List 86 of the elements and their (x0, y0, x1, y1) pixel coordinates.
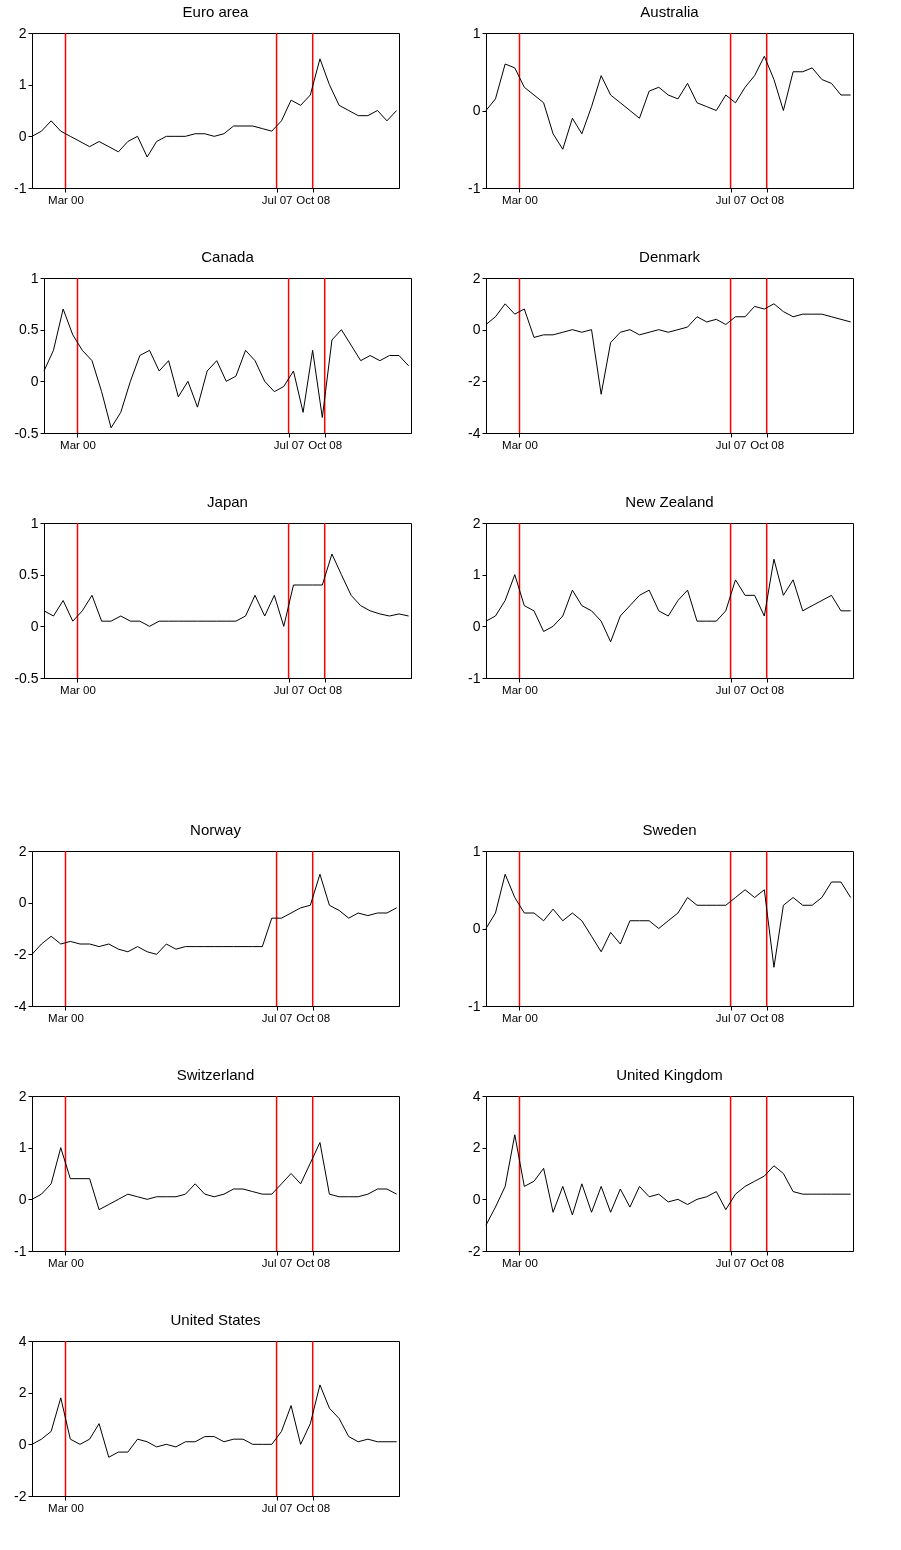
x-tick-label: Jul 07 (261, 1501, 293, 1514)
y-tick-label: 1 (30, 514, 39, 531)
chart-title: Canada (201, 248, 255, 265)
y-tick-label: 1 (472, 566, 481, 583)
y-tick-label: 0 (18, 127, 27, 144)
y-tick-label: 0 (472, 321, 481, 338)
y-tick-label: 2 (18, 842, 27, 859)
y-tick-label: 2 (18, 24, 27, 41)
x-tick-label: Oct 08 (750, 438, 785, 451)
y-tick-label: 2 (472, 514, 481, 531)
y-tick-label: 2 (18, 1087, 27, 1104)
y-tick-label: -4 (468, 424, 481, 441)
chart-title: New Zealand (625, 493, 714, 510)
x-tick-label: Oct 08 (296, 193, 331, 206)
x-tick-label: Mar 00 (502, 683, 538, 696)
x-tick-label: Jul 07 (715, 1011, 747, 1024)
y-tick-label: -4 (14, 997, 27, 1014)
x-tick-label: Oct 08 (296, 1011, 331, 1024)
y-tick-label: 0 (472, 920, 481, 936)
x-tick-label: Mar 00 (48, 1256, 84, 1269)
x-tick-label: Jul 07 (715, 438, 747, 451)
y-tick-label: 0 (18, 1435, 27, 1452)
y-tick-label: 2 (472, 269, 481, 286)
chart-title: Japan (207, 493, 248, 510)
x-tick-label: Jul 07 (273, 438, 305, 451)
y-tick-label: -2 (468, 372, 481, 389)
y-tick-label: 0 (18, 1190, 27, 1207)
y-tick-label: 2 (18, 1384, 27, 1401)
x-tick-label: Mar 00 (60, 683, 96, 696)
x-tick-label: Mar 00 (48, 1501, 84, 1514)
y-tick-label: -1 (468, 669, 481, 686)
y-tick-label: 1 (18, 76, 27, 93)
y-tick-label: -1 (14, 179, 27, 196)
x-tick-label: Mar 00 (502, 1011, 538, 1024)
x-tick-label: Mar 00 (502, 1256, 538, 1269)
x-tick-label: Mar 00 (502, 193, 538, 206)
y-tick-label: -2 (14, 945, 27, 962)
x-tick-label: Oct 08 (308, 683, 343, 696)
y-tick-label: -1 (468, 997, 481, 1014)
y-tick-label: 0 (18, 894, 27, 911)
y-tick-label: 0 (472, 617, 481, 634)
x-tick-label: Oct 08 (308, 438, 343, 451)
chart-title: Denmark (639, 248, 701, 265)
x-tick-label: Oct 08 (750, 193, 785, 206)
chart-title: Australia (640, 3, 700, 20)
chart-title: Norway (190, 821, 242, 838)
x-tick-label: Oct 08 (750, 1011, 785, 1024)
chart-title: United States (170, 1311, 261, 1328)
x-tick-label: Jul 07 (261, 1011, 293, 1024)
chart-title: Sweden (642, 821, 697, 838)
y-tick-label: -2 (14, 1487, 27, 1504)
y-tick-label: -0.5 (14, 669, 39, 686)
y-tick-label: 0 (30, 617, 39, 634)
x-tick-label: Oct 08 (296, 1501, 331, 1514)
x-tick-label: Mar 00 (48, 1011, 84, 1024)
x-tick-label: Mar 00 (60, 438, 96, 451)
x-tick-label: Jul 07 (715, 193, 747, 206)
x-tick-label: Oct 08 (296, 1256, 331, 1269)
y-tick-label: 1 (472, 24, 481, 41)
y-tick-label: 4 (18, 1332, 27, 1349)
x-tick-label: Mar 00 (502, 438, 538, 451)
x-tick-label: Jul 07 (273, 683, 305, 696)
x-tick-label: Mar 00 (48, 193, 84, 206)
x-tick-label: Oct 08 (750, 1256, 785, 1269)
y-tick-label: 1 (472, 842, 481, 859)
y-tick-label: 4 (472, 1087, 481, 1104)
y-tick-label: -2 (468, 1242, 481, 1259)
chart-title: Euro area (182, 3, 250, 20)
y-tick-label: 0 (472, 1190, 481, 1207)
y-tick-label: 0 (472, 102, 481, 118)
x-tick-label: Jul 07 (261, 1256, 293, 1269)
y-tick-label: -1 (468, 179, 481, 196)
y-tick-label: -1 (14, 1242, 27, 1259)
x-tick-label: Jul 07 (715, 1256, 747, 1269)
y-tick-label: 2 (472, 1139, 481, 1156)
x-tick-label: Jul 07 (261, 193, 293, 206)
chart-title: United Kingdom (616, 1066, 723, 1083)
chart-title: Switzerland (176, 1066, 255, 1083)
y-tick-label: 0 (30, 372, 39, 389)
y-tick-label: 0.5 (19, 321, 39, 338)
y-tick-label: 1 (18, 1139, 27, 1156)
x-tick-label: Jul 07 (715, 683, 747, 696)
y-tick-label: 1 (30, 269, 39, 286)
y-tick-label: 0.5 (19, 566, 39, 583)
x-tick-label: Oct 08 (750, 683, 785, 696)
y-tick-label: -0.5 (14, 424, 39, 441)
